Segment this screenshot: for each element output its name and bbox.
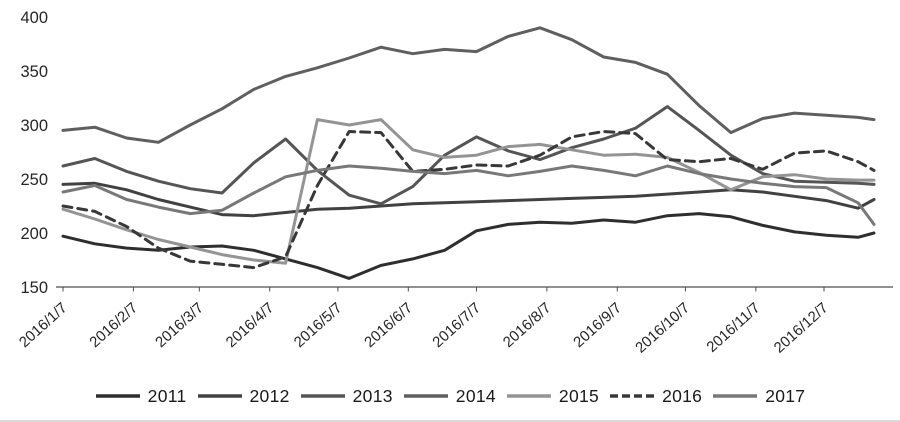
legend-item-2013: 2013: [300, 386, 393, 407]
legend-swatch-2012: [197, 394, 242, 398]
series-line-2012: [61, 181, 876, 218]
x-tick-label: 2016/6/7: [361, 299, 416, 351]
y-tick-label: 350: [20, 63, 48, 81]
x-tick-label: 2016/7/7: [429, 299, 484, 351]
x-tick-label: 2016/8/7: [500, 299, 555, 351]
legend-label-2012: 2012: [249, 385, 290, 406]
x-tick-label: 2016/9/7: [570, 299, 625, 351]
series-line-2016: [61, 130, 876, 270]
series-line-2011: [61, 212, 876, 280]
legend-item-2016: 2016: [609, 386, 702, 407]
y-tick-label: 150: [20, 279, 48, 297]
legend-label-2013: 2013: [352, 385, 393, 406]
legend-swatch-2016: [610, 394, 655, 398]
legend-swatch-2015: [506, 394, 551, 398]
x-tick-label: 2016/10/7: [632, 299, 693, 356]
series-line-2013: [61, 105, 876, 206]
line-chart-canvas: 150 200 250 300 350 400 2016/1/7 2016/2/7 2016/3…: [16, 9, 893, 357]
legend-label-2017: 2017: [765, 385, 806, 406]
series-line-2017: [61, 164, 876, 226]
legend-swatch-2017: [713, 394, 758, 398]
x-tick-label: 2016/4/7: [223, 299, 278, 351]
series-line-2014: [61, 26, 876, 144]
y-tick-label: 250: [20, 171, 48, 189]
x-tick-label: 2016/3/7: [152, 299, 207, 351]
chart-legend: 2011 2012 2013 2014 2015 2016 2017: [0, 378, 900, 414]
legend-item-2017: 2017: [712, 386, 805, 407]
legend-swatch-2014: [403, 394, 448, 398]
legend-label-2016: 2016: [662, 385, 703, 406]
x-tick-label: 2016/2/7: [86, 299, 141, 351]
legend-swatch-2013: [300, 394, 345, 398]
legend-item-2015: 2015: [506, 386, 599, 407]
legend-label-2015: 2015: [558, 385, 600, 406]
y-tick-label: 200: [20, 225, 48, 243]
x-tick-label: 2016/1/7: [16, 299, 71, 351]
legend-item-2012: 2012: [197, 386, 290, 407]
legend-item-2014: 2014: [403, 386, 496, 407]
x-tick-label: 2016/11/7: [703, 299, 763, 356]
legend-label-2014: 2014: [455, 385, 496, 406]
y-tick-label: 300: [20, 117, 48, 135]
bottom-divider: [0, 420, 900, 422]
x-tick-label: 2016/5/7: [291, 299, 346, 351]
legend-swatch-2011: [95, 394, 140, 398]
x-tick-label: 2016/12/7: [771, 299, 832, 356]
y-tick-label: 400: [20, 9, 48, 27]
legend-item-2011: 2011: [95, 386, 187, 407]
legend-label-2011: 2011: [147, 385, 187, 406]
